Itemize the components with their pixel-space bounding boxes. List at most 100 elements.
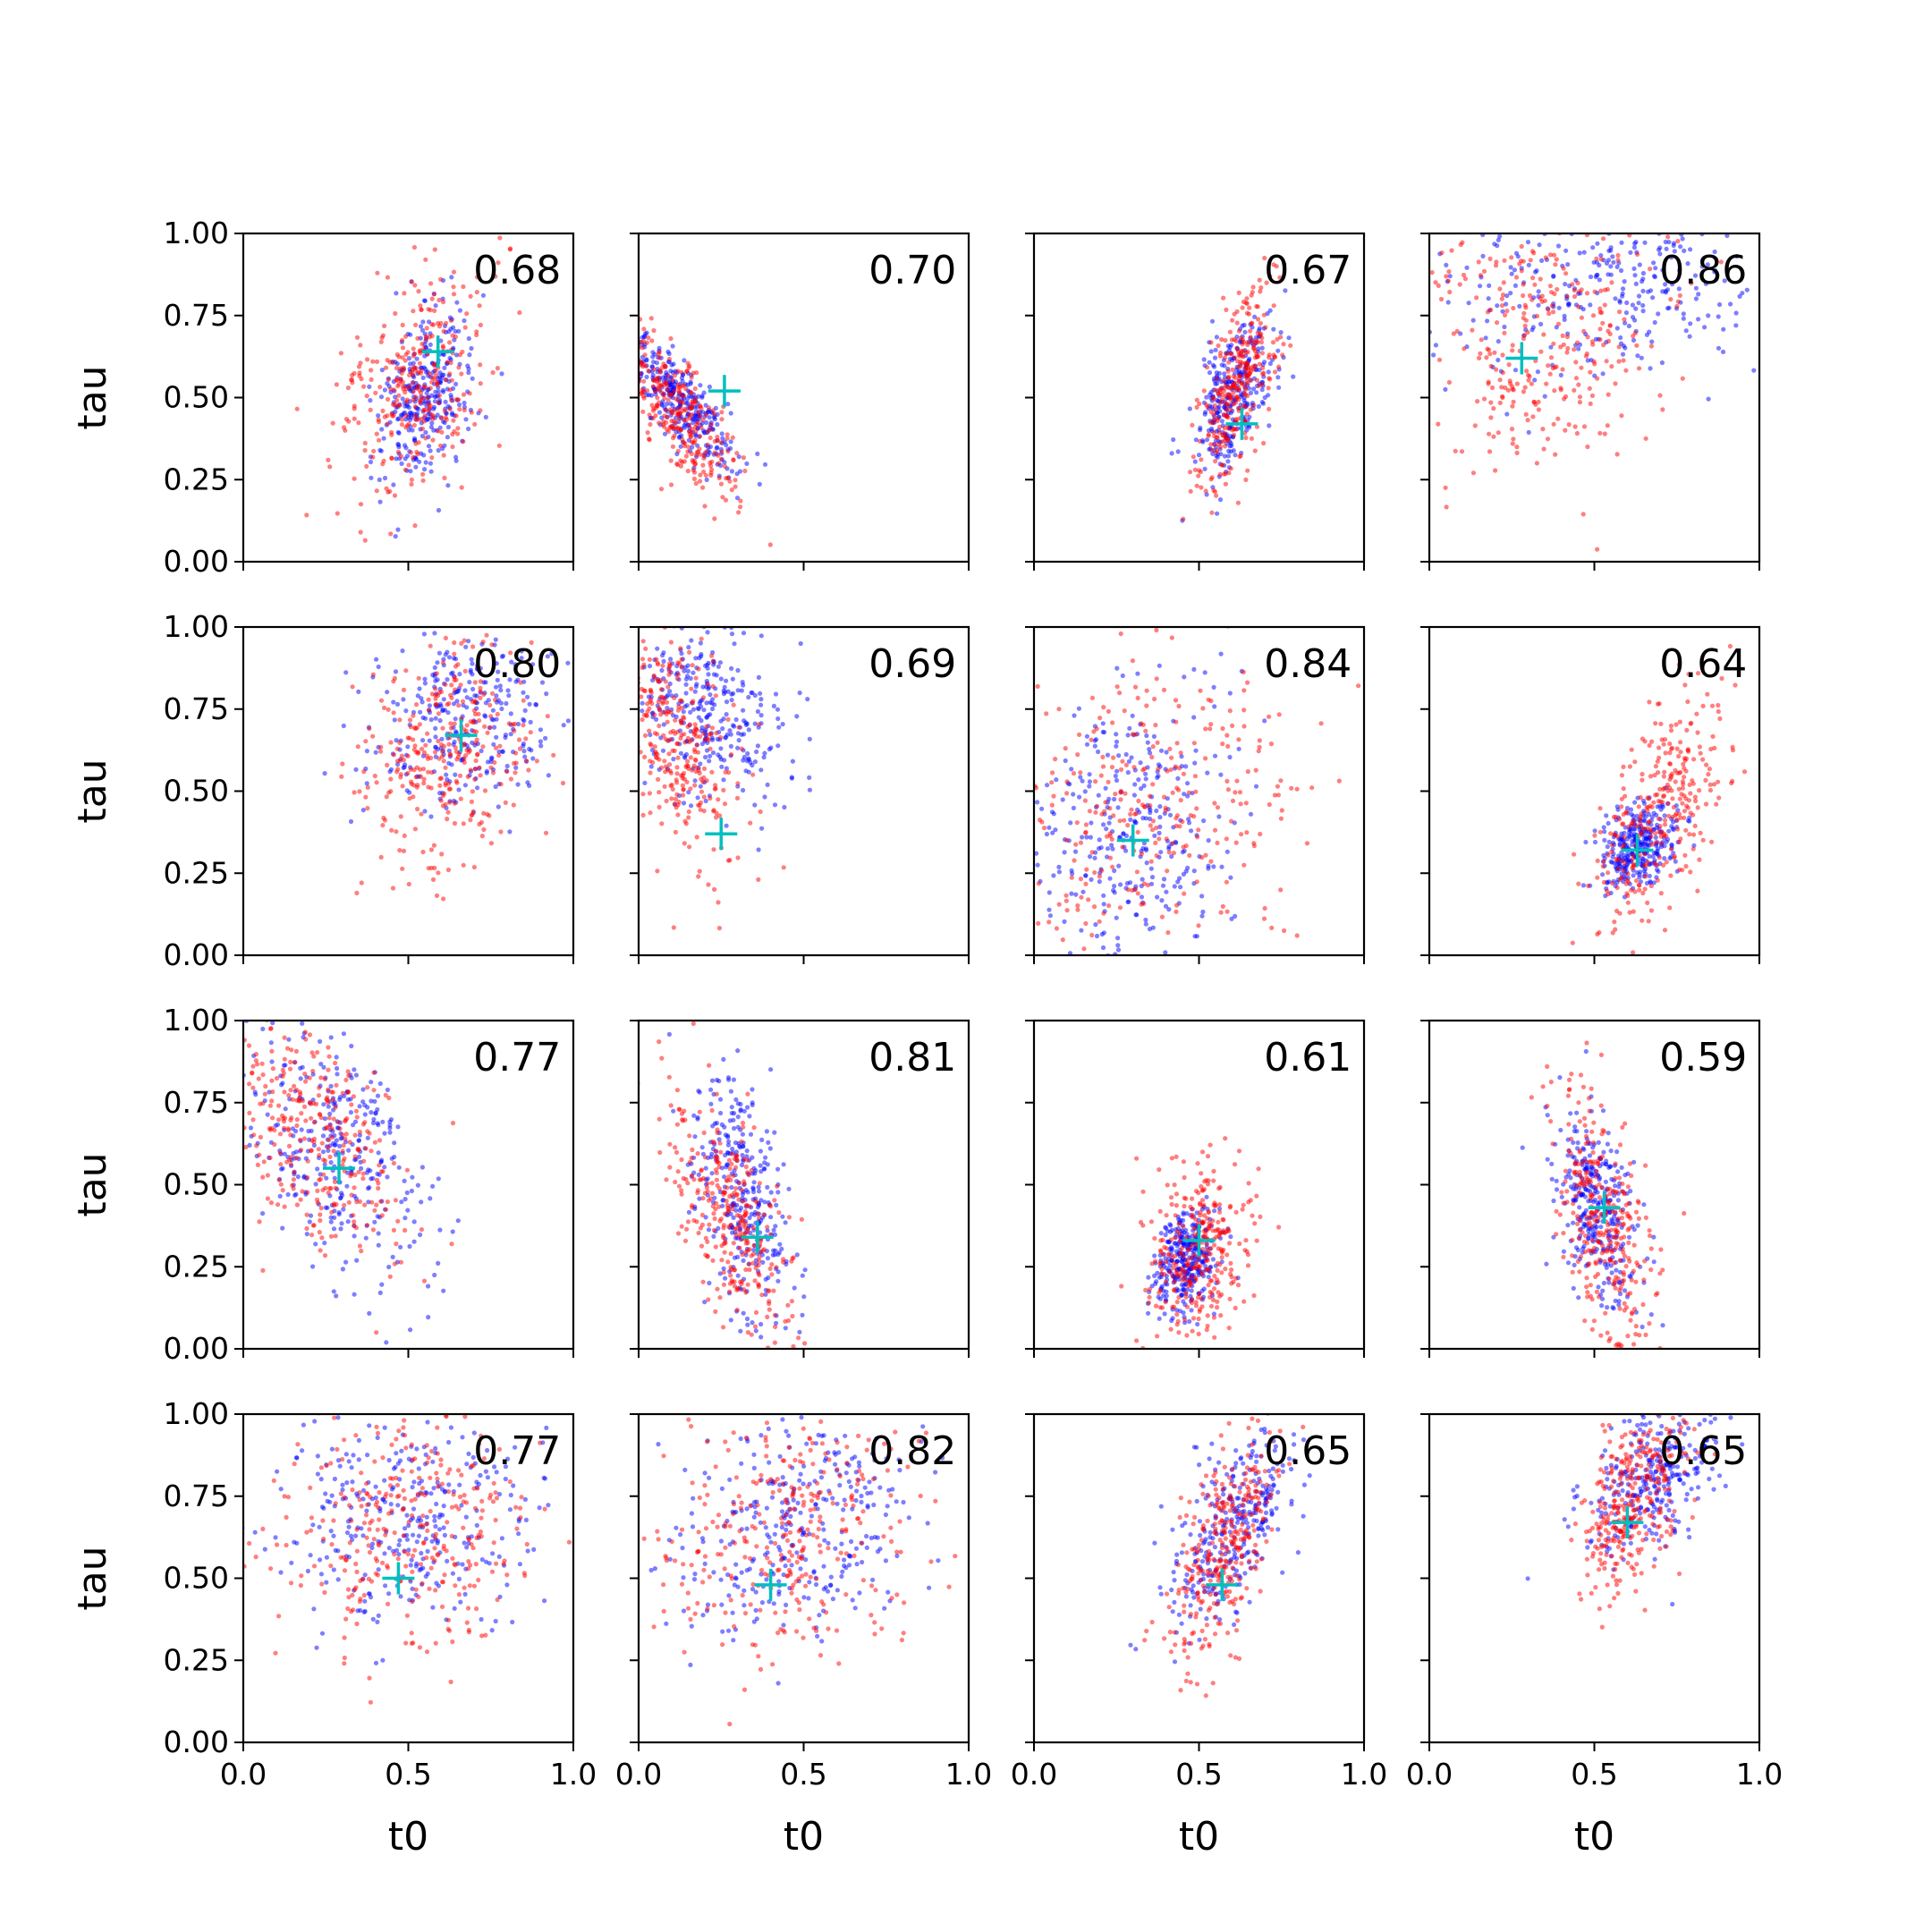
blue-point — [1140, 877, 1145, 882]
red-point — [675, 708, 682, 713]
red-point — [654, 376, 659, 381]
blue-point — [1163, 950, 1168, 955]
red-point — [408, 724, 413, 730]
red-point — [456, 365, 462, 370]
red-point — [1478, 273, 1483, 278]
blue-point — [711, 415, 717, 420]
red-point — [1223, 434, 1228, 439]
red-point — [1616, 344, 1622, 350]
red-point — [429, 770, 435, 775]
blue-point — [664, 402, 670, 407]
red-point — [658, 487, 665, 492]
red-point — [1245, 393, 1250, 399]
red-point — [1075, 907, 1080, 912]
red-point — [674, 741, 680, 747]
red-point — [473, 758, 479, 764]
red-point — [1091, 729, 1097, 734]
red-point — [1005, 934, 1010, 938]
red-point — [686, 815, 691, 820]
red-point — [642, 352, 648, 358]
red-point — [710, 683, 716, 690]
red-point — [1191, 454, 1196, 460]
blue-point — [1642, 839, 1648, 844]
blue-point — [462, 688, 468, 693]
red-point — [1609, 280, 1614, 285]
red-point — [1109, 836, 1114, 843]
red-point — [469, 799, 475, 805]
red-point — [1271, 262, 1276, 267]
blue-point — [1247, 356, 1252, 361]
red-point — [376, 417, 381, 422]
red-point — [418, 303, 423, 309]
blue-point — [735, 667, 741, 674]
red-point — [439, 749, 445, 754]
red-point — [720, 495, 725, 500]
blue-point — [1262, 718, 1267, 724]
subplot-3: 0.67 — [1025, 232, 1366, 571]
red-point — [1221, 471, 1226, 477]
red-point — [1244, 296, 1250, 301]
blue-point — [463, 595, 468, 599]
red-point — [1051, 793, 1056, 799]
red-point — [682, 544, 687, 548]
blue-point — [1652, 319, 1657, 326]
red-point — [1438, 296, 1445, 302]
blue-point — [642, 780, 648, 786]
blue-point — [682, 358, 687, 363]
blue-point — [396, 430, 402, 436]
red-point — [731, 457, 736, 463]
blue-point — [720, 726, 725, 732]
red-point — [612, 381, 616, 386]
red-point — [1258, 831, 1263, 837]
blue-point — [1637, 262, 1642, 267]
red-point — [439, 741, 445, 748]
red-point — [481, 826, 487, 833]
blue-point — [1157, 824, 1163, 830]
blue-point — [1647, 873, 1652, 879]
red-point — [619, 343, 623, 347]
red-point — [1244, 360, 1250, 366]
red-point — [668, 335, 674, 342]
blue-point — [695, 795, 700, 801]
red-point — [1107, 806, 1113, 811]
blue-point — [693, 656, 699, 661]
red-point — [1572, 185, 1577, 190]
blue-point — [1654, 812, 1659, 818]
red-point — [641, 395, 647, 401]
red-point — [1098, 773, 1104, 778]
red-point — [1236, 405, 1241, 411]
red-point — [657, 705, 662, 711]
blue-point — [427, 703, 432, 708]
blue-point — [1084, 741, 1090, 747]
red-point — [673, 717, 678, 723]
blue-point — [727, 728, 733, 733]
blue-point — [1664, 246, 1669, 251]
blue-point — [1631, 266, 1637, 271]
red-point — [1165, 768, 1170, 774]
red-point — [704, 724, 709, 730]
blue-point — [648, 732, 653, 738]
red-point — [1275, 792, 1281, 798]
blue-point — [1707, 191, 1712, 196]
red-point — [1033, 986, 1038, 990]
red-point — [474, 332, 479, 338]
red-point — [1583, 228, 1588, 233]
blue-point — [530, 756, 536, 761]
red-point — [1176, 766, 1182, 771]
red-point — [1190, 422, 1195, 428]
blue-point — [1619, 831, 1624, 836]
blue-point — [1248, 811, 1254, 817]
red-point — [1232, 311, 1237, 317]
blue-point — [1087, 854, 1093, 860]
red-point — [658, 765, 665, 770]
blue-point — [1089, 820, 1094, 826]
red-point — [1472, 423, 1478, 428]
red-point — [441, 758, 446, 764]
red-point — [521, 723, 526, 728]
blue-point — [1101, 893, 1106, 898]
red-point — [648, 421, 653, 428]
blue-point — [516, 608, 521, 613]
blue-point — [530, 662, 536, 667]
red-point — [706, 882, 711, 887]
